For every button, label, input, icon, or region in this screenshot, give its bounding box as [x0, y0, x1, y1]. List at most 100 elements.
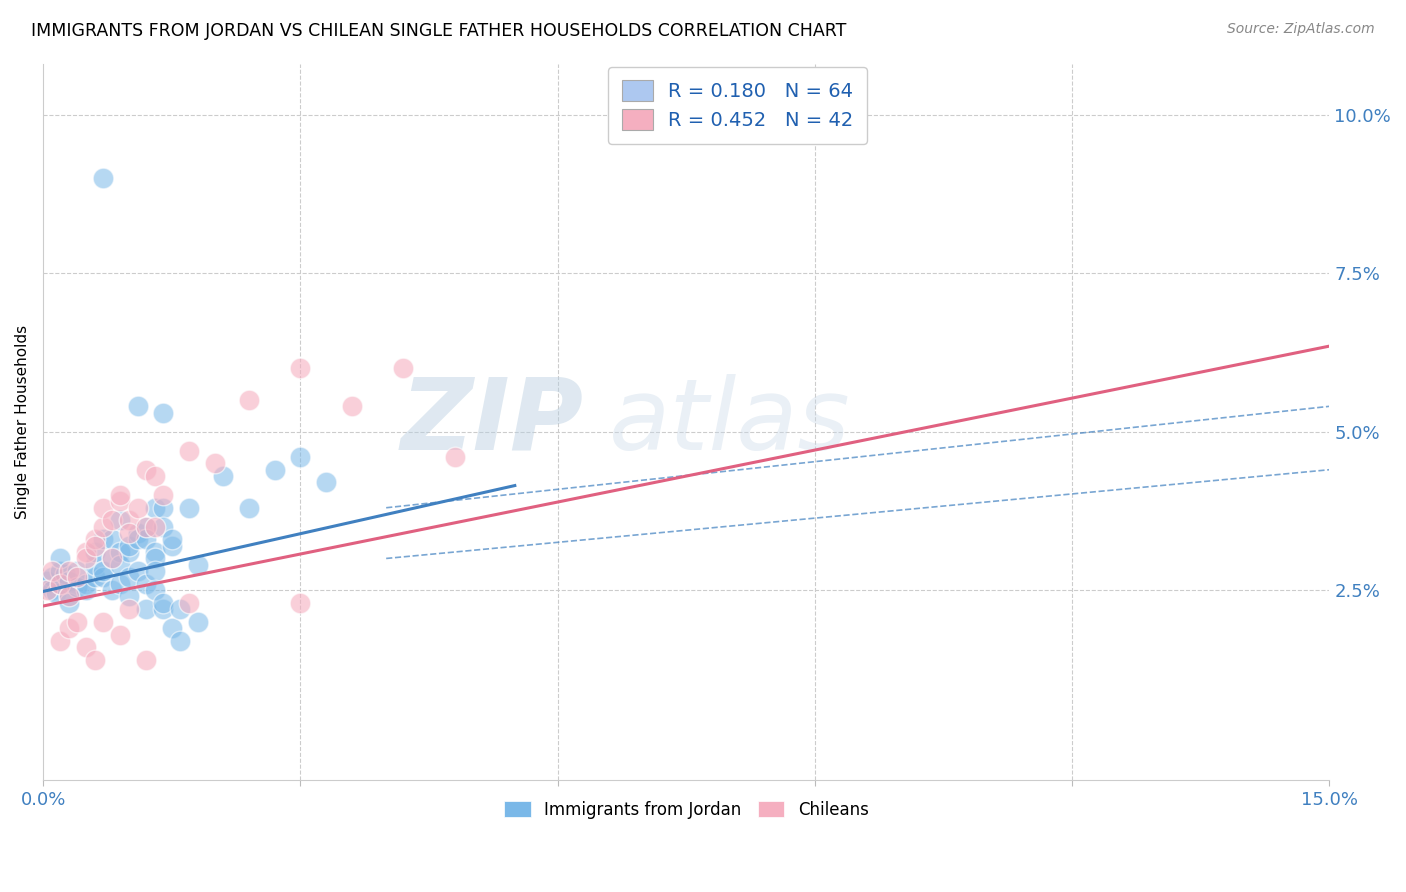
Point — [58, 621, 80, 635]
Point — [91, 570, 114, 584]
Point — [45, 586, 67, 600]
Point — [101, 533, 124, 547]
Point — [110, 494, 132, 508]
Point — [135, 653, 157, 667]
Point — [37, 583, 59, 598]
Point — [135, 533, 157, 547]
Point — [143, 500, 166, 515]
Point — [443, 450, 465, 464]
Point — [143, 583, 166, 598]
Point — [41, 570, 63, 584]
Point — [118, 602, 141, 616]
Point — [160, 533, 183, 547]
Point — [340, 400, 363, 414]
Point — [152, 406, 174, 420]
Point — [290, 361, 312, 376]
Point — [75, 640, 97, 655]
Point — [135, 602, 157, 616]
Point — [152, 488, 174, 502]
Point — [66, 570, 89, 584]
Point — [91, 520, 114, 534]
Point — [91, 533, 114, 547]
Point — [238, 392, 260, 407]
Point — [75, 583, 97, 598]
Point — [177, 443, 200, 458]
Point — [37, 574, 59, 588]
Point — [238, 500, 260, 515]
Point — [49, 576, 72, 591]
Point — [41, 564, 63, 578]
Point — [66, 580, 89, 594]
Point — [127, 564, 149, 578]
Point — [152, 596, 174, 610]
Point — [75, 545, 97, 559]
Point — [186, 615, 208, 629]
Text: Source: ZipAtlas.com: Source: ZipAtlas.com — [1227, 22, 1375, 37]
Point — [290, 596, 312, 610]
Point — [41, 583, 63, 598]
Point — [177, 500, 200, 515]
Point — [101, 513, 124, 527]
Point — [110, 627, 132, 641]
Point — [49, 633, 72, 648]
Point — [91, 564, 114, 578]
Point — [143, 545, 166, 559]
Text: IMMIGRANTS FROM JORDAN VS CHILEAN SINGLE FATHER HOUSEHOLDS CORRELATION CHART: IMMIGRANTS FROM JORDAN VS CHILEAN SINGLE… — [31, 22, 846, 40]
Point — [212, 469, 235, 483]
Text: atlas: atlas — [609, 374, 851, 471]
Point — [58, 590, 80, 604]
Point — [58, 590, 80, 604]
Point — [83, 539, 105, 553]
Point — [83, 653, 105, 667]
Point — [83, 570, 105, 584]
Point — [127, 500, 149, 515]
Point — [101, 551, 124, 566]
Point — [75, 551, 97, 566]
Point — [118, 513, 141, 527]
Point — [152, 520, 174, 534]
Point — [110, 513, 132, 527]
Point — [143, 469, 166, 483]
Point — [135, 576, 157, 591]
Point — [127, 533, 149, 547]
Point — [101, 551, 124, 566]
Point — [263, 463, 285, 477]
Point — [143, 520, 166, 534]
Point — [49, 551, 72, 566]
Point — [127, 526, 149, 541]
Point — [135, 520, 157, 534]
Point — [58, 574, 80, 588]
Point — [118, 590, 141, 604]
Point — [152, 602, 174, 616]
Point — [204, 456, 226, 470]
Point — [118, 526, 141, 541]
Point — [127, 400, 149, 414]
Point — [110, 576, 132, 591]
Point — [315, 475, 337, 490]
Point — [66, 564, 89, 578]
Point — [49, 564, 72, 578]
Point — [110, 545, 132, 559]
Point — [160, 539, 183, 553]
Point — [290, 450, 312, 464]
Point — [110, 558, 132, 572]
Point — [177, 596, 200, 610]
Y-axis label: Single Father Households: Single Father Households — [15, 325, 30, 519]
Point — [118, 545, 141, 559]
Text: ZIP: ZIP — [401, 374, 583, 471]
Legend: Immigrants from Jordan, Chileans: Immigrants from Jordan, Chileans — [498, 795, 876, 826]
Point — [160, 621, 183, 635]
Point — [66, 615, 89, 629]
Point — [91, 171, 114, 186]
Point — [91, 615, 114, 629]
Point — [143, 551, 166, 566]
Point — [118, 539, 141, 553]
Point — [83, 545, 105, 559]
Point — [83, 558, 105, 572]
Point — [58, 596, 80, 610]
Point — [110, 488, 132, 502]
Point — [169, 602, 191, 616]
Point — [186, 558, 208, 572]
Point — [83, 533, 105, 547]
Point — [49, 576, 72, 591]
